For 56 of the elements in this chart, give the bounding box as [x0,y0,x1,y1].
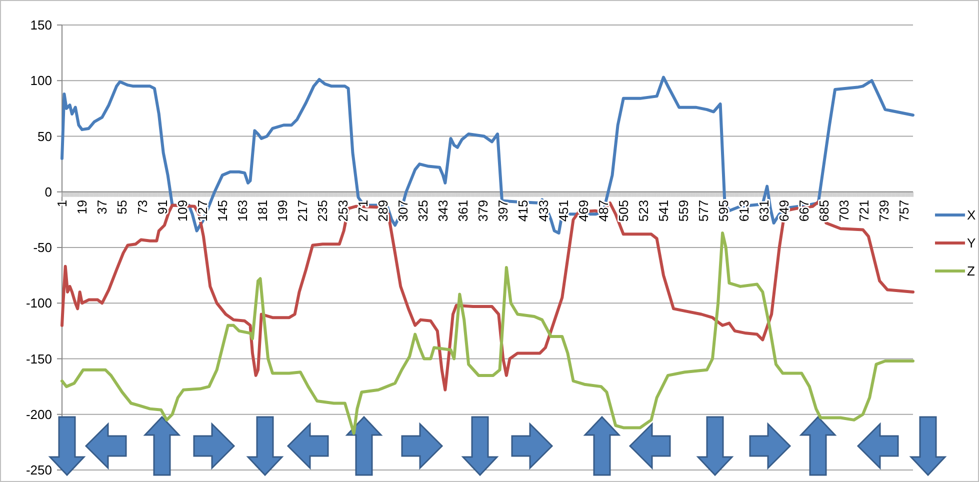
y-tick-label: -100 [26,296,52,311]
x-tick-label: 181 [255,200,270,222]
y-tick-label: -200 [26,406,52,422]
y-tick-label: -50 [33,240,52,256]
x-tick-label: 451 [556,200,571,222]
x-tick-label: 37 [94,200,110,214]
x-tick-label: 163 [235,200,250,222]
legend-label: Z [967,264,975,279]
x-tick-label: 667 [796,200,812,222]
x-tick-label: 271 [355,200,370,222]
x-tick-label: 55 [114,200,130,214]
y-tick-label: 50 [38,128,52,144]
x-tick-label: 703 [836,200,852,222]
x-tick-label: 109 [174,200,190,222]
x-tick-label: 469 [576,200,591,222]
x-tick-label: 649 [776,200,792,222]
y-tick-label: 0 [44,184,52,200]
x-tick-label: 1 [54,200,70,208]
x-tick-label: 613 [736,200,752,222]
x-tick-label: 307 [395,200,410,222]
x-tick-label: 379 [476,200,491,222]
x-tick-label: 577 [696,200,712,222]
x-tick-label: 415 [516,200,531,222]
x-tick-label: 199 [275,200,290,222]
x-tick-label: 757 [896,200,912,222]
x-tick-label: 145 [214,200,230,222]
legend-label: Y [967,236,976,251]
x-tick-label: 217 [295,200,310,222]
line-series [60,232,914,435]
x-tick-label: 505 [616,200,631,222]
y-tick-label: -150 [26,351,52,366]
x-tick-label: 487 [596,200,611,222]
x-tick-label: 721 [856,200,872,222]
x-tick-label: 73 [134,200,150,214]
x-tick-label: 19 [74,200,90,214]
y-tick-label: 150 [30,18,52,33]
x-tick-label: 343 [435,200,450,222]
x-tick-label: 235 [315,200,330,222]
x-tick-label: 325 [415,200,430,222]
y-tick-label: -250 [26,462,52,478]
x-tick-label: 289 [375,200,390,222]
x-tick-label: 631 [756,200,772,222]
x-tick-label: 739 [876,200,892,222]
x-tick-label: 361 [456,200,471,222]
y-tick-label: 100 [30,73,52,88]
x-tick-label: 595 [716,200,732,222]
x-tick-label: 127 [194,200,210,222]
x-tick-label: 523 [636,200,651,222]
x-tick-label: 433 [536,200,551,222]
x-tick-label: 253 [335,200,350,222]
x-tick-label: 541 [656,200,672,222]
x-tick-label: 397 [496,200,511,222]
x-tick-label: 685 [816,200,832,222]
x-tick-label: 559 [676,200,692,222]
x-tick-label: 91 [154,200,170,214]
legend-label: X [967,208,976,223]
